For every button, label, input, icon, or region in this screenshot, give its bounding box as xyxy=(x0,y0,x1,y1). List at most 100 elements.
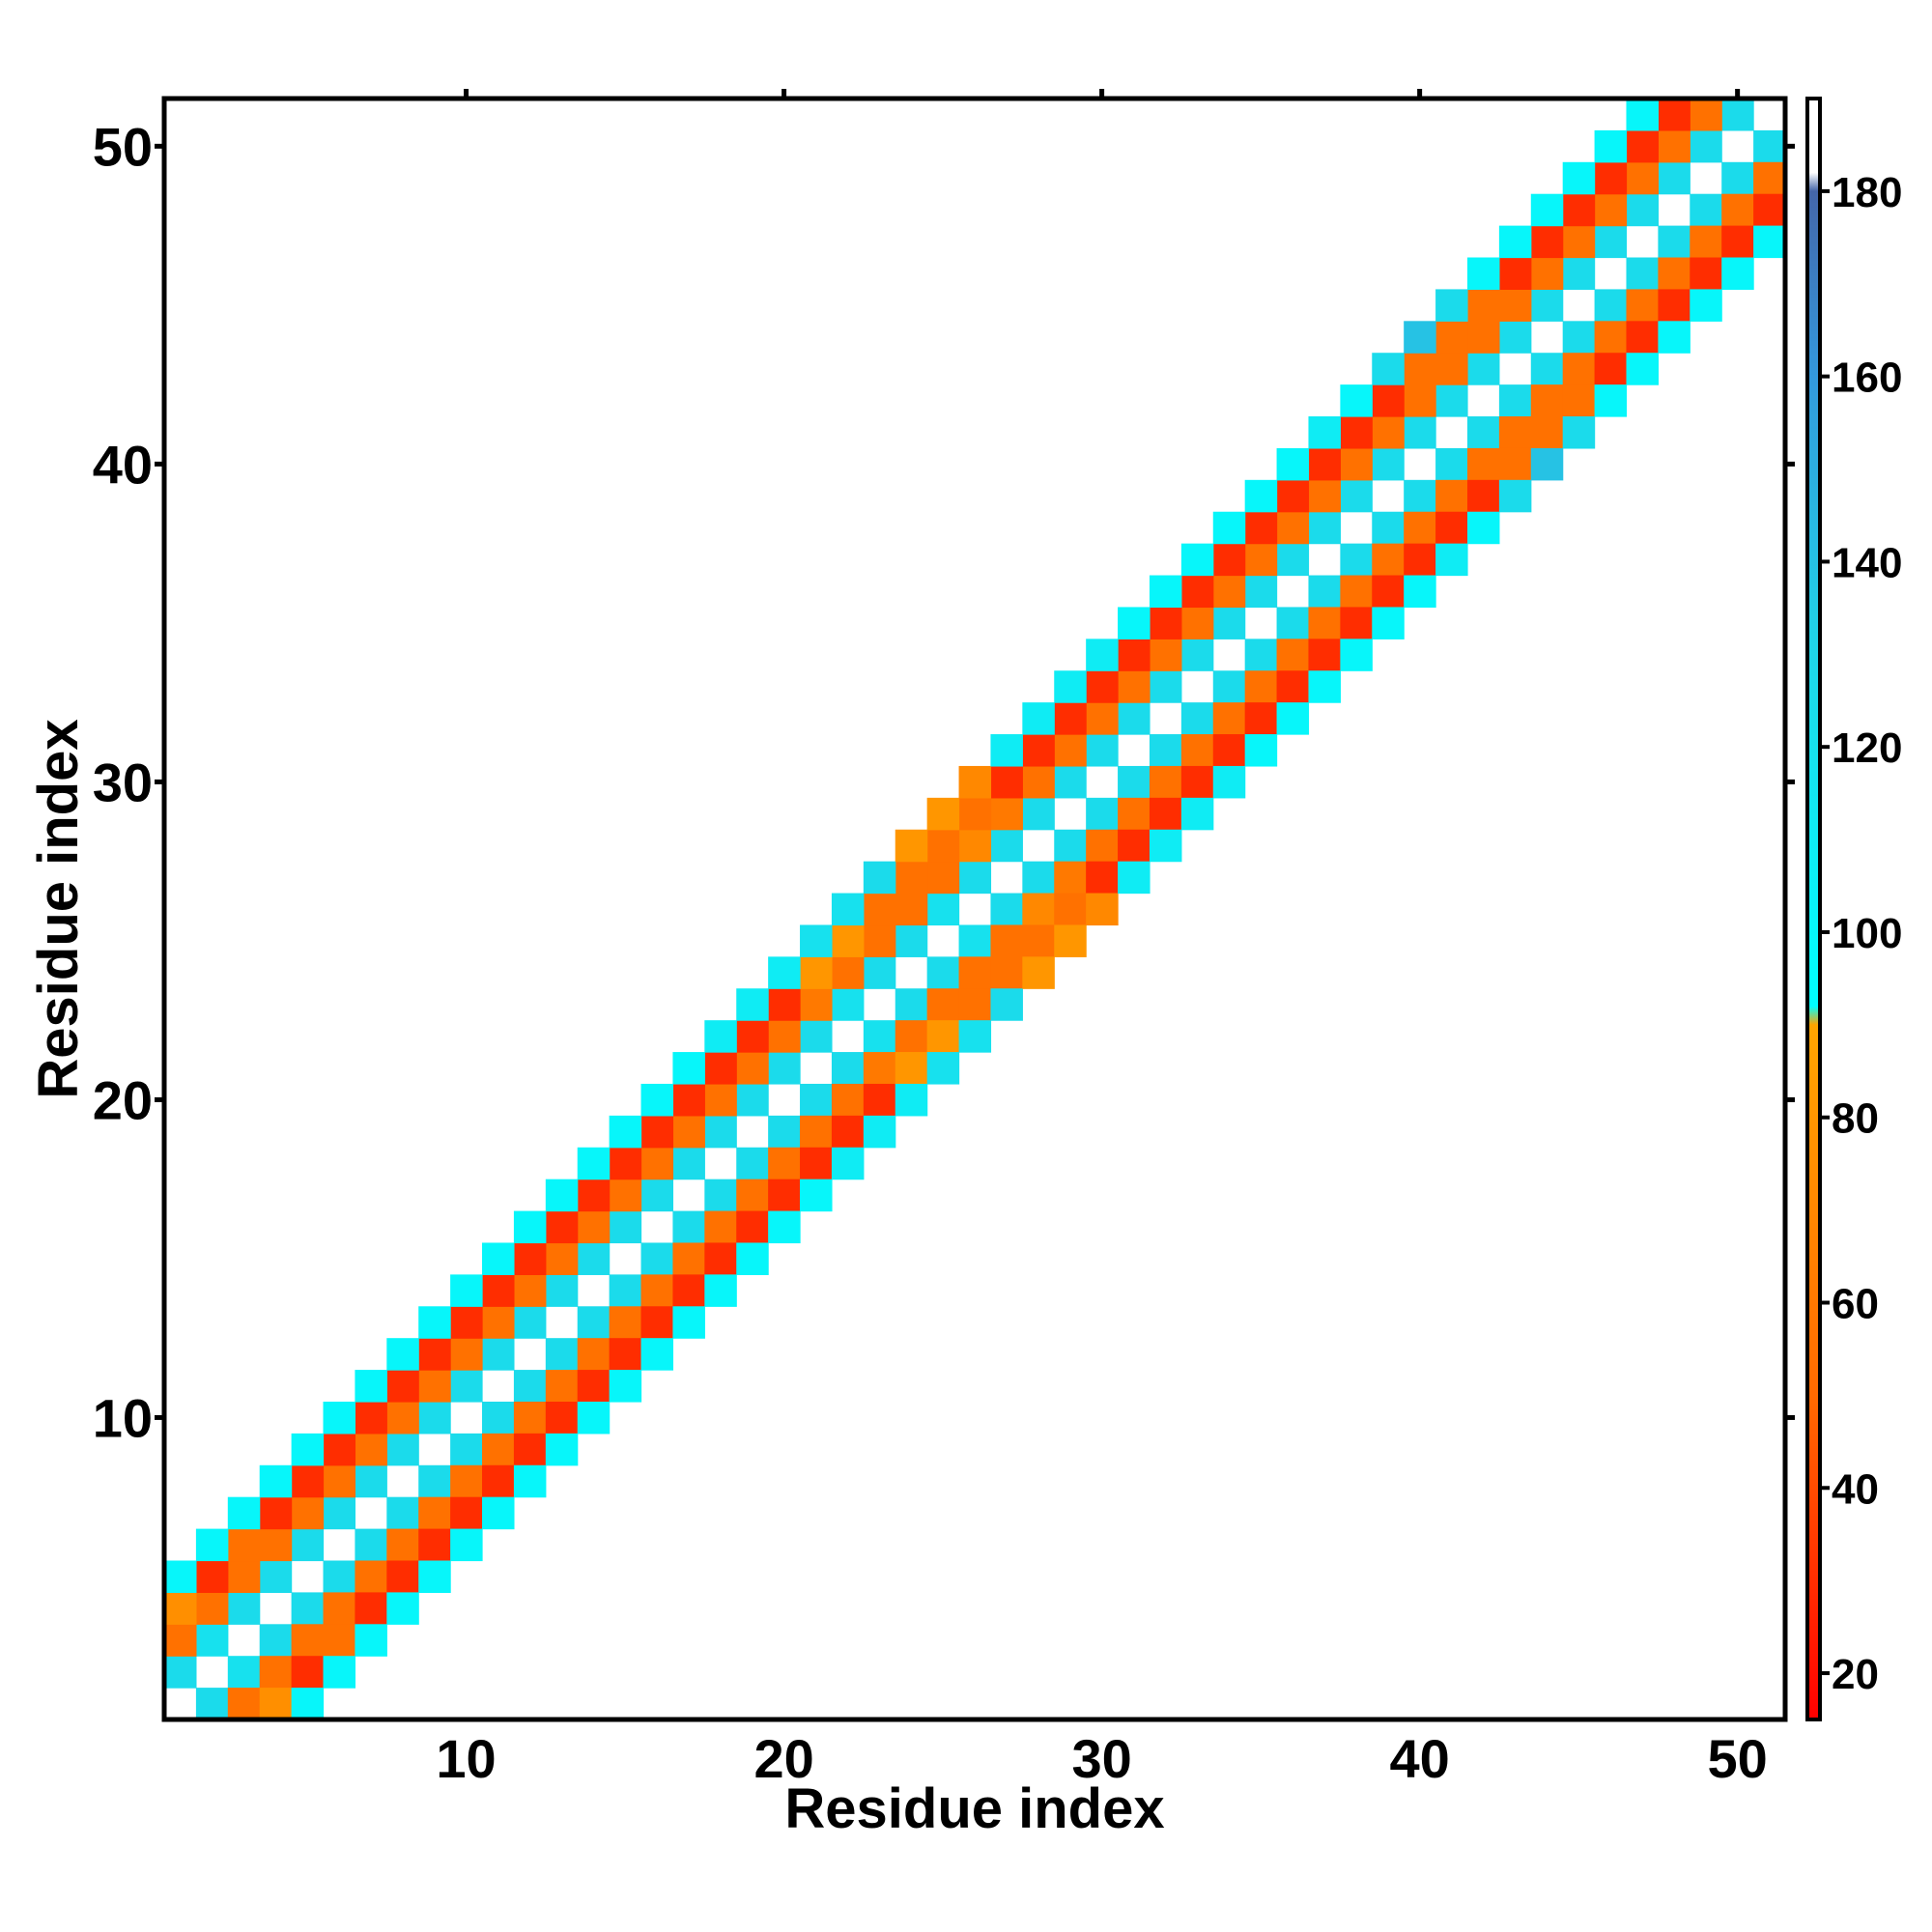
heatmap-cell xyxy=(1372,384,1405,417)
heatmap-cell xyxy=(609,1147,642,1180)
heatmap-cell xyxy=(1404,353,1436,385)
x-tick-label: 30 xyxy=(1071,1728,1131,1789)
heatmap-cell xyxy=(640,1083,674,1117)
heatmap-cell xyxy=(386,1433,419,1466)
x-tick-label: 10 xyxy=(436,1728,496,1789)
heatmap-cell xyxy=(1180,765,1214,799)
heatmap-cell xyxy=(1626,99,1659,131)
heatmap-cell xyxy=(323,1464,356,1498)
heatmap-cell xyxy=(291,1624,325,1657)
heatmap-cell xyxy=(291,1496,325,1530)
heatmap-cell xyxy=(1498,353,1532,385)
heatmap-cell xyxy=(164,1688,197,1719)
heatmap-cell xyxy=(1594,161,1628,195)
heatmap-cell xyxy=(1022,702,1055,735)
heatmap-cell xyxy=(1721,161,1754,195)
heatmap-cell xyxy=(609,1306,642,1339)
heatmap-cell xyxy=(1530,289,1564,322)
plot-frame xyxy=(161,96,1788,1722)
heatmap-cell xyxy=(990,988,1023,1021)
heatmap-cell xyxy=(895,924,928,957)
heatmap-cell xyxy=(450,1274,483,1307)
y-tick-label: 30 xyxy=(93,752,153,812)
heatmap-cell xyxy=(1658,257,1690,291)
heatmap-cell xyxy=(1244,639,1278,671)
heatmap-cell xyxy=(958,829,992,863)
heatmap-cell xyxy=(1498,289,1532,322)
heatmap-cell xyxy=(1721,129,1754,163)
heatmap-cell xyxy=(1054,734,1087,767)
heatmap-cell xyxy=(227,1688,261,1719)
heatmap-cell xyxy=(1753,225,1785,259)
heatmap-cell xyxy=(736,1052,769,1085)
heatmap-cell xyxy=(259,1624,293,1657)
heatmap-cell xyxy=(1340,447,1373,481)
heatmap-cell xyxy=(1054,702,1087,735)
heatmap-cell xyxy=(1212,511,1246,545)
heatmap-cell xyxy=(1149,575,1182,609)
heatmap-cell xyxy=(195,1688,229,1719)
heatmap-cell xyxy=(227,1496,261,1530)
heatmap-cell xyxy=(1562,257,1596,291)
heatmap-cell xyxy=(450,1370,483,1403)
heatmap-cell xyxy=(1466,511,1500,545)
heatmap-cell xyxy=(640,1338,674,1371)
heatmap-cell xyxy=(800,924,833,957)
heatmap-cells xyxy=(164,99,1785,1719)
heatmap-cell xyxy=(418,1401,451,1435)
heatmap-cell xyxy=(1308,639,1341,671)
heatmap-cell xyxy=(1054,670,1087,703)
heatmap-cell xyxy=(1372,353,1405,385)
heatmap-cell xyxy=(990,765,1023,799)
x-tick-label: 40 xyxy=(1389,1728,1449,1789)
heatmap-cell xyxy=(1212,639,1246,671)
x-tick-label: 50 xyxy=(1707,1728,1767,1789)
heatmap-cell xyxy=(1562,225,1596,259)
heatmap-cell xyxy=(1212,543,1246,577)
heatmap-cell xyxy=(577,1306,611,1339)
heatmap-cell xyxy=(1721,99,1754,131)
heatmap-cell xyxy=(1562,384,1596,417)
heatmap-cell xyxy=(513,1210,547,1244)
heatmap-cell xyxy=(863,893,896,926)
heatmap-cell xyxy=(1212,607,1246,639)
heatmap-cell xyxy=(1372,447,1405,481)
heatmap-cell xyxy=(323,1401,356,1435)
heatmap-cell xyxy=(1435,511,1468,545)
heatmap-cell xyxy=(386,1401,419,1435)
heatmap-cell xyxy=(545,1401,579,1435)
heatmap-cell xyxy=(355,1592,387,1625)
heatmap-cell xyxy=(958,797,992,831)
heatmap-cell xyxy=(386,1338,419,1371)
heatmap-cell xyxy=(609,1274,642,1307)
heatmap-cell xyxy=(1212,734,1246,767)
heatmap-cell xyxy=(831,1083,865,1117)
heatmap-cell xyxy=(482,1242,515,1275)
heatmap-cell xyxy=(926,797,960,831)
heatmap-cell xyxy=(1054,829,1087,863)
heatmap-cell xyxy=(323,1656,356,1689)
heatmap-cell xyxy=(482,1274,515,1307)
heatmap-cell xyxy=(1118,861,1151,895)
heatmap-cell xyxy=(1562,353,1596,385)
heatmap-cell xyxy=(513,1306,547,1339)
heatmap-cell xyxy=(800,1179,833,1212)
heatmap-cell xyxy=(768,988,801,1021)
heatmap-cell xyxy=(386,1560,419,1593)
heatmap-cell xyxy=(1658,129,1690,163)
heatmap-cell xyxy=(1721,193,1754,227)
y-tick-label: 40 xyxy=(93,434,153,495)
heatmap-cell xyxy=(1372,607,1405,639)
heatmap-cell xyxy=(1594,225,1628,259)
heatmap-cell xyxy=(1530,321,1564,354)
heatmap-cell xyxy=(958,988,992,1021)
heatmap-cell xyxy=(1180,797,1214,831)
heatmap-cell xyxy=(990,797,1023,831)
heatmap-cell xyxy=(704,1274,737,1307)
heatmap-cell xyxy=(1086,829,1119,863)
heatmap-cell xyxy=(1404,321,1436,354)
heatmap-cell xyxy=(386,1592,419,1625)
heatmap-cell xyxy=(1180,543,1214,577)
heatmap-cell xyxy=(1086,639,1119,671)
heatmap-cell xyxy=(1340,511,1373,545)
